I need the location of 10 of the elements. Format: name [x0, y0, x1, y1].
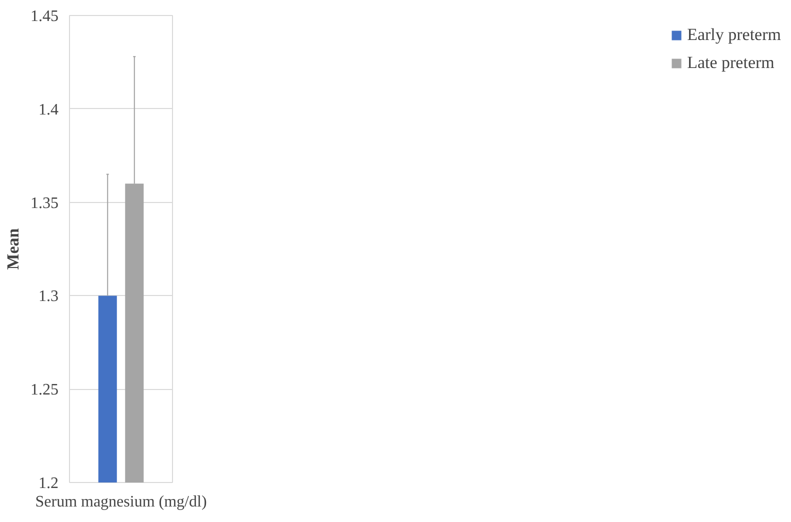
y-tick-label: 1.3 — [38, 288, 58, 306]
y-tick-label: 1.2 — [38, 475, 58, 492]
legend-label: Late preterm — [687, 53, 774, 73]
y-tick-label: 1.25 — [30, 382, 58, 399]
legend-label: Early preterm — [687, 25, 781, 45]
y-tick-label: 1.4 — [38, 101, 58, 118]
y-tick-label: 1.35 — [30, 194, 58, 212]
y-axis-title: Mean — [4, 228, 22, 270]
x-tick-label: Serum magnesium (mg/dl) — [35, 494, 207, 510]
y-tick-label: 1.45 — [30, 8, 58, 25]
